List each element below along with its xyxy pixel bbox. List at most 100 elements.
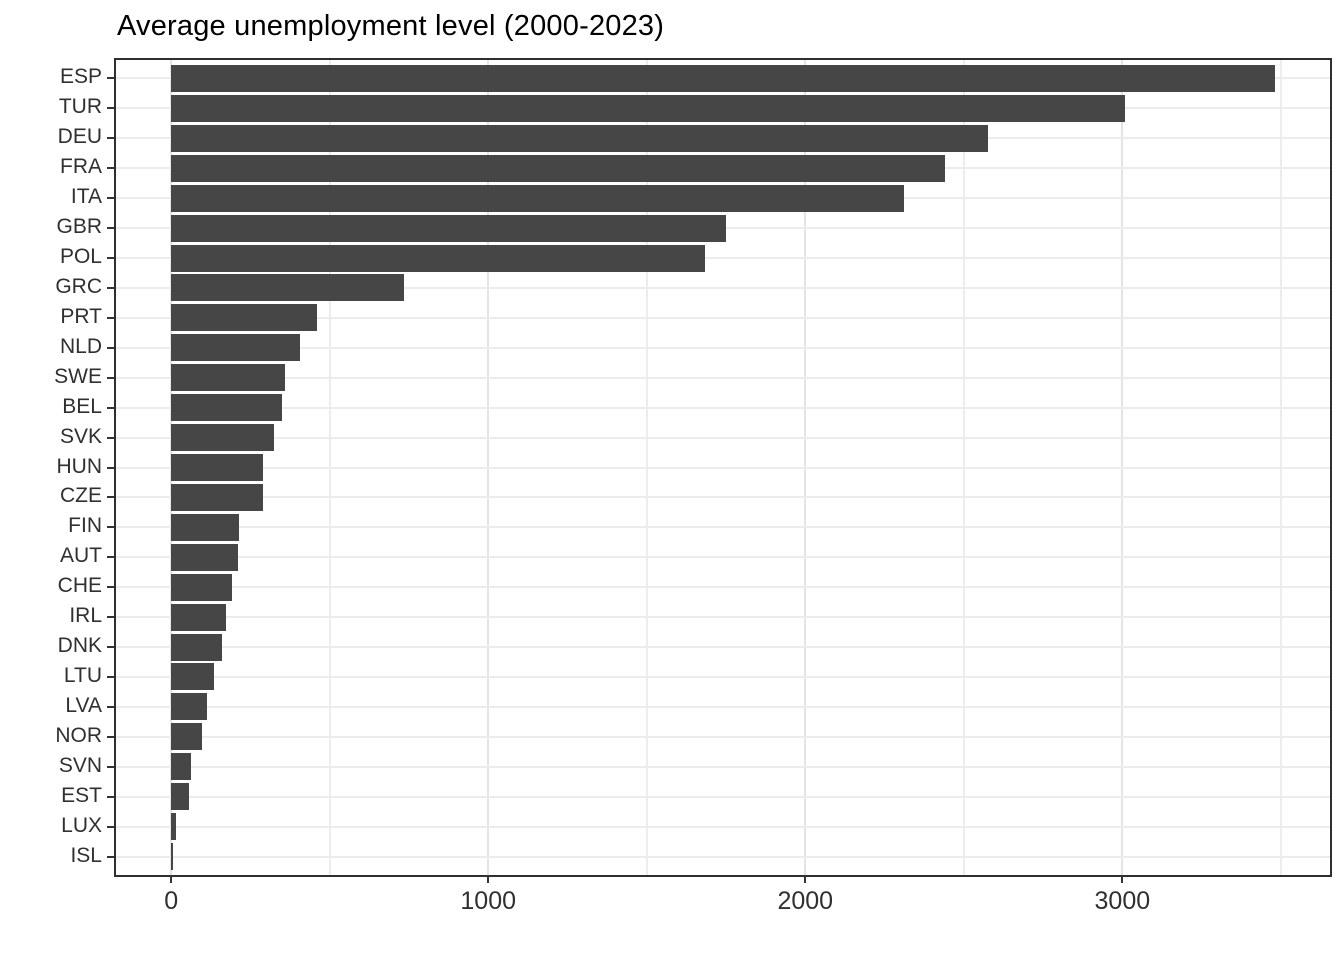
y-axis-label: SVK [59, 424, 102, 448]
grid-line-horizontal [116, 675, 1330, 678]
y-axis-tick-mark [107, 227, 114, 230]
y-axis-tick-mark [107, 466, 114, 469]
bar-tur [171, 94, 1126, 122]
y-axis-label: FRA [60, 155, 102, 179]
y-axis-label: LTU [63, 663, 102, 687]
y-axis-label: AUT [60, 544, 102, 568]
bar-grc [171, 274, 405, 302]
y-axis-tick-mark [107, 257, 114, 260]
grid-line-horizontal [116, 586, 1330, 589]
y-axis-label: LUX [61, 813, 102, 837]
y-axis-label: GRC [55, 274, 102, 298]
bar-bel [171, 394, 283, 422]
bar-est [171, 783, 190, 811]
grid-line-horizontal [116, 556, 1330, 559]
x-axis-tick-mark [170, 875, 173, 883]
y-axis-label: HUN [56, 454, 103, 478]
bar-esp [171, 64, 1275, 92]
x-axis-label: 3000 [1094, 887, 1151, 915]
y-axis-tick-mark [107, 735, 114, 738]
y-axis-label: TUR [58, 95, 102, 119]
y-axis-tick-mark [107, 556, 114, 559]
bar-swe [171, 364, 286, 392]
y-axis-label: CZE [60, 484, 102, 508]
grid-line-horizontal [116, 436, 1330, 439]
y-axis-tick-mark [107, 616, 114, 619]
y-axis-tick-mark [107, 496, 114, 499]
bar-fin [171, 513, 240, 541]
grid-line-horizontal [116, 795, 1330, 798]
y-axis-label: EST [61, 783, 102, 807]
y-axis-label: LVA [65, 693, 102, 717]
y-axis-label: DNK [57, 634, 102, 658]
y-axis-tick-mark [107, 675, 114, 678]
y-axis-tick-mark [107, 346, 114, 349]
y-axis-label: POL [59, 245, 102, 269]
bar-prt [171, 304, 317, 332]
y-axis-label: ISL [70, 843, 102, 867]
y-axis-label: IRL [69, 604, 102, 628]
bar-aut [171, 543, 239, 571]
y-axis-tick-mark [107, 286, 114, 289]
grid-line-horizontal [116, 496, 1330, 499]
y-axis-tick-mark [107, 825, 114, 828]
y-axis-label: BEL [62, 394, 102, 418]
bar-cze [171, 483, 263, 511]
grid-line-horizontal [116, 765, 1330, 768]
y-axis-label: NOR [55, 723, 102, 747]
bar-fra [171, 154, 945, 182]
grid-line-horizontal [116, 825, 1330, 828]
bar-deu [171, 124, 988, 152]
grid-line-vertical-minor [645, 60, 648, 875]
bar-gbr [171, 214, 726, 242]
y-axis-tick-mark [107, 765, 114, 768]
grid-line-vertical-minor [1279, 60, 1282, 875]
grid-line-vertical-major [487, 60, 490, 875]
y-axis-tick-mark [107, 855, 114, 858]
y-axis-tick-mark [107, 705, 114, 708]
y-axis-tick-mark [107, 436, 114, 439]
y-axis-label: PRT [60, 304, 102, 328]
bar-hun [171, 454, 264, 481]
grid-line-vertical-minor [328, 60, 331, 875]
y-axis-tick-mark [107, 586, 114, 589]
bar-ltu [171, 663, 214, 691]
grid-line-horizontal [116, 466, 1330, 469]
bar-ita [171, 184, 904, 212]
x-axis-tick-mark [487, 875, 490, 883]
plot-panel [114, 58, 1332, 877]
y-axis-tick-mark [107, 167, 114, 170]
y-axis-tick-mark [107, 646, 114, 649]
grid-line-horizontal [116, 376, 1330, 379]
y-axis-tick-mark [107, 137, 114, 140]
x-axis-tick-mark [804, 875, 807, 883]
y-axis-tick-mark [107, 526, 114, 529]
y-axis-tick-mark [107, 107, 114, 110]
y-axis-tick-mark [107, 376, 114, 379]
bar-svk [171, 424, 274, 452]
y-axis-label: CHE [57, 574, 102, 598]
y-axis-label: GBR [56, 215, 102, 239]
x-axis-label: 2000 [777, 887, 834, 915]
grid-line-vertical-minor [962, 60, 965, 875]
bar-irl [171, 603, 227, 631]
y-axis-label: DEU [57, 125, 102, 149]
y-axis-tick-mark [107, 77, 114, 80]
x-axis-tick-mark [1121, 875, 1124, 883]
grid-line-horizontal [116, 735, 1330, 738]
bar-che [171, 573, 233, 601]
grid-line-horizontal [116, 526, 1330, 529]
grid-line-horizontal [116, 646, 1330, 649]
bar-pol [171, 244, 706, 272]
y-axis-tick-mark [107, 406, 114, 409]
grid-line-horizontal [116, 855, 1330, 858]
y-axis-tick-mark [107, 795, 114, 798]
y-axis-label: SWE [54, 364, 102, 388]
bar-dnk [171, 633, 222, 661]
y-axis-label: FIN [68, 514, 102, 538]
grid-line-vertical-major [804, 60, 807, 875]
y-axis-label: NLD [59, 334, 102, 358]
grid-line-horizontal [116, 616, 1330, 619]
bar-nld [171, 334, 300, 362]
